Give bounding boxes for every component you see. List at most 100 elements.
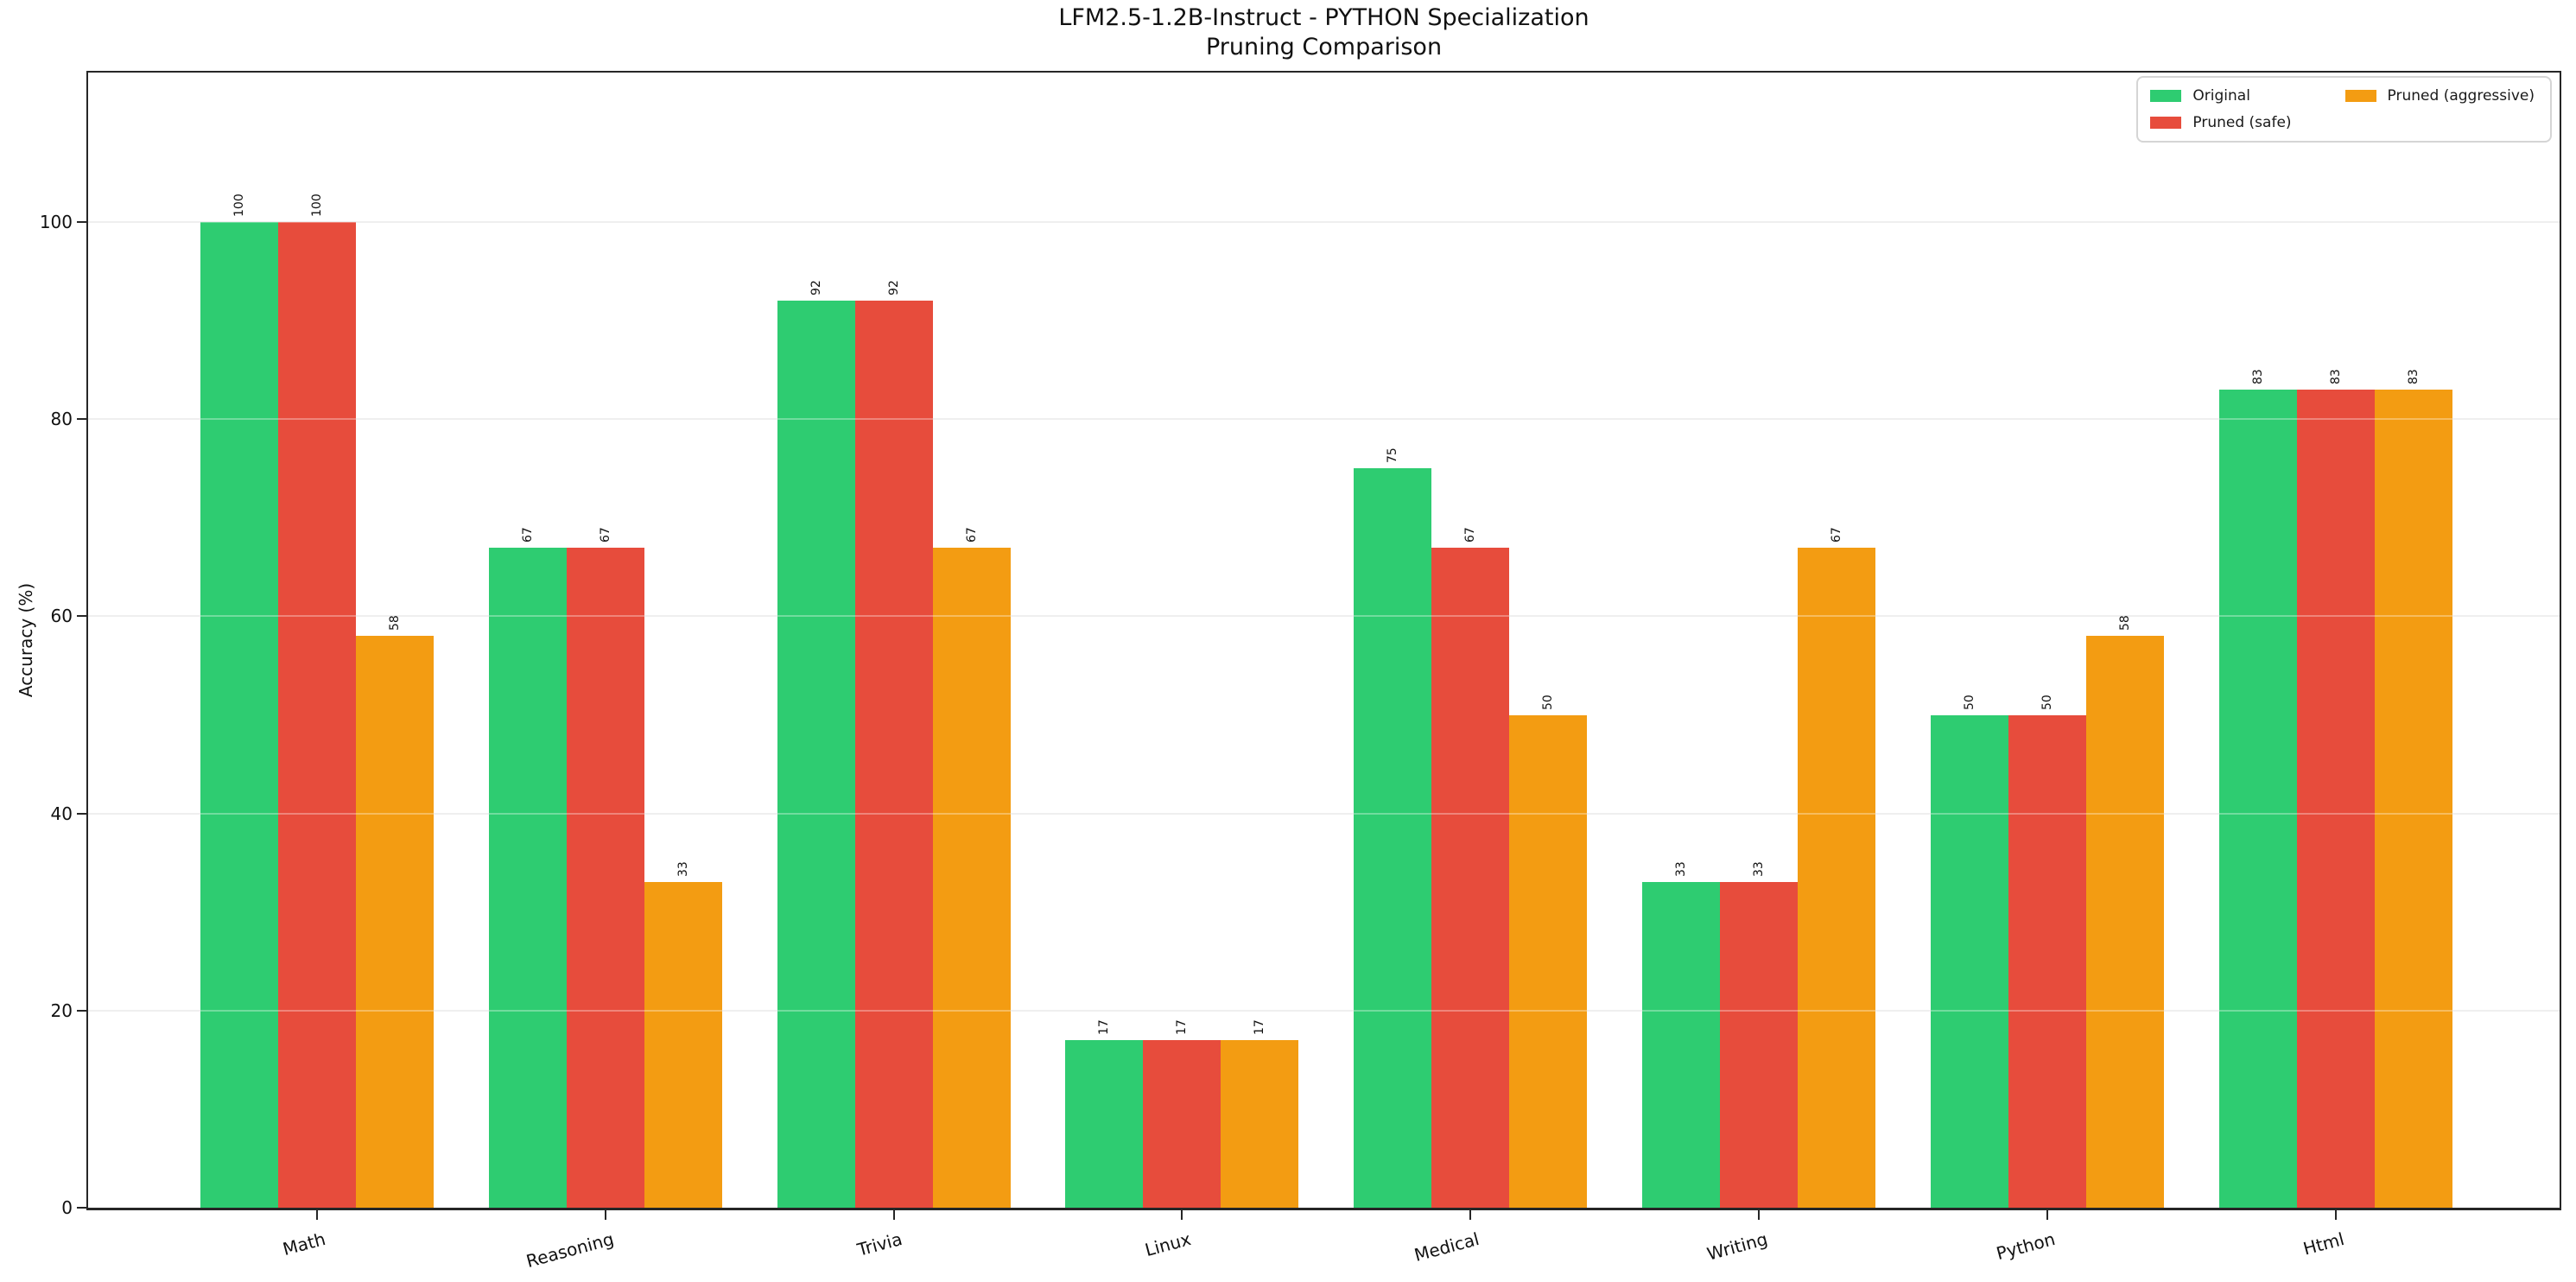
x-tick-label: Html	[2300, 1228, 2346, 1260]
legend-swatch-original	[2150, 90, 2182, 102]
bar-value-label: 50	[2040, 694, 2054, 710]
bar	[1431, 547, 1510, 1208]
y-tick-label: 60	[50, 606, 73, 627]
bar-value-label: 92	[886, 280, 901, 296]
bar-value-label: 33	[676, 861, 690, 878]
bar	[356, 636, 434, 1208]
bar-value-label: 58	[388, 615, 402, 631]
bar-value-label: 83	[2328, 369, 2343, 384]
gridline	[88, 221, 2560, 223]
gridline-overlay	[88, 221, 2560, 223]
bar-value-label: 17	[1097, 1019, 1112, 1036]
x-tick-label: Medical	[1412, 1228, 1482, 1266]
bar-value-label: 92	[809, 280, 823, 296]
x-tick-label: Math	[280, 1228, 328, 1260]
x-tick-mark	[1469, 1210, 1472, 1220]
bar-value-label: 67	[598, 526, 612, 543]
bar-value-label: 33	[1752, 861, 1766, 878]
y-tick-mark	[77, 615, 86, 618]
plot-area: 100 100 58 67 67 33 92 92 67 17 17 17 75 67 50 33 33 67 50…	[86, 71, 2561, 1210]
y-tick-mark	[77, 221, 86, 223]
x-tick-label: Linux	[1142, 1228, 1193, 1261]
y-tick-label: 20	[50, 1000, 73, 1021]
gridline-overlay	[88, 1009, 2560, 1012]
legend-item-pruned-safe: Pruned (safe)	[2150, 112, 2292, 133]
bar-value-label: 17	[1175, 1019, 1190, 1036]
bar	[1930, 714, 2008, 1208]
legend-label-original: Original	[2192, 87, 2250, 105]
y-tick-mark	[77, 812, 86, 815]
bar	[1642, 882, 1720, 1208]
bar	[1720, 882, 1798, 1208]
gridline-overlay	[88, 615, 2560, 618]
chart-subtitle: Pruning Comparison	[1205, 34, 1443, 60]
x-tick-label: Python	[1994, 1228, 2059, 1265]
bar-value-label: 100	[232, 194, 246, 217]
bar	[854, 301, 933, 1208]
bar	[932, 547, 1011, 1208]
x-tick-label: Reasoning	[523, 1228, 617, 1272]
gridline	[88, 1009, 2560, 1012]
x-tick-mark	[604, 1210, 606, 1220]
bar	[1221, 1040, 1299, 1208]
x-tick-mark	[1758, 1210, 1760, 1220]
x-tick-mark	[2046, 1210, 2048, 1220]
chart-title-block: LFM2.5-1.2B-Instruct - PYTHON Specializa…	[86, 3, 2561, 62]
bar	[1798, 547, 1875, 1208]
bar-value-label: 58	[2117, 615, 2132, 631]
y-tick-label: 40	[50, 803, 73, 824]
bar	[2085, 636, 2164, 1208]
x-tick-mark	[1181, 1210, 1183, 1220]
x-tick-mark	[316, 1210, 318, 1220]
x-tick-mark	[2334, 1210, 2337, 1220]
y-tick-mark	[77, 418, 86, 421]
bar-value-label: 100	[310, 194, 324, 217]
legend: Original Pruned (safe) Pruned (aggressiv…	[2136, 76, 2552, 143]
y-axis-label: Accuracy (%)	[16, 582, 36, 698]
y-tick-label: 80	[50, 409, 73, 430]
legend-item-pruned-aggressive: Pruned (aggressive)	[2344, 86, 2535, 106]
bar-value-label: 67	[1463, 526, 1478, 543]
bar-value-label: 50	[1962, 694, 1976, 710]
gridline-overlay	[88, 812, 2560, 815]
gridline	[88, 615, 2560, 618]
bar	[488, 547, 567, 1208]
bar-value-label: 33	[1674, 861, 1688, 878]
bar	[2296, 389, 2375, 1208]
gridline	[88, 418, 2560, 421]
bar-value-label: 17	[1253, 1019, 1267, 1036]
gridline	[88, 812, 2560, 815]
chart-title: LFM2.5-1.2B-Instruct - PYTHON Specializa…	[1058, 4, 1589, 31]
x-tick-mark	[892, 1210, 895, 1220]
y-tick-mark	[77, 1207, 86, 1209]
bar	[566, 547, 644, 1208]
legend-label-pruned-aggressive: Pruned (aggressive)	[2387, 87, 2535, 105]
x-tick-label: Writing	[1704, 1228, 1770, 1265]
y-tick-mark	[77, 1009, 86, 1012]
x-tick-label: Trivia	[854, 1228, 904, 1260]
legend-swatch-pruned-safe	[2150, 117, 2182, 129]
bar	[200, 222, 278, 1208]
bar	[644, 882, 722, 1208]
bar-value-label: 83	[2250, 369, 2265, 384]
bar	[1509, 714, 1588, 1208]
bar-value-label: 67	[964, 526, 979, 543]
bar	[278, 222, 356, 1208]
legend-item-original: Original	[2150, 86, 2291, 106]
y-tick-label: 0	[61, 1197, 73, 1218]
bar-value-label: 67	[520, 526, 535, 543]
bar-value-label: 75	[1386, 447, 1400, 464]
bar-value-label: 50	[1541, 694, 1556, 710]
bar-value-label: 83	[2406, 369, 2421, 384]
y-tick-label: 100	[39, 212, 73, 232]
bar	[1354, 468, 1432, 1208]
bar	[1143, 1040, 1221, 1208]
bar	[777, 301, 855, 1208]
gridline-overlay	[88, 418, 2560, 421]
legend-swatch-pruned-aggressive	[2344, 90, 2376, 102]
bar-value-label: 67	[1830, 526, 1843, 543]
bar	[1065, 1040, 1144, 1208]
bar	[2218, 389, 2297, 1208]
bar	[2374, 389, 2452, 1208]
